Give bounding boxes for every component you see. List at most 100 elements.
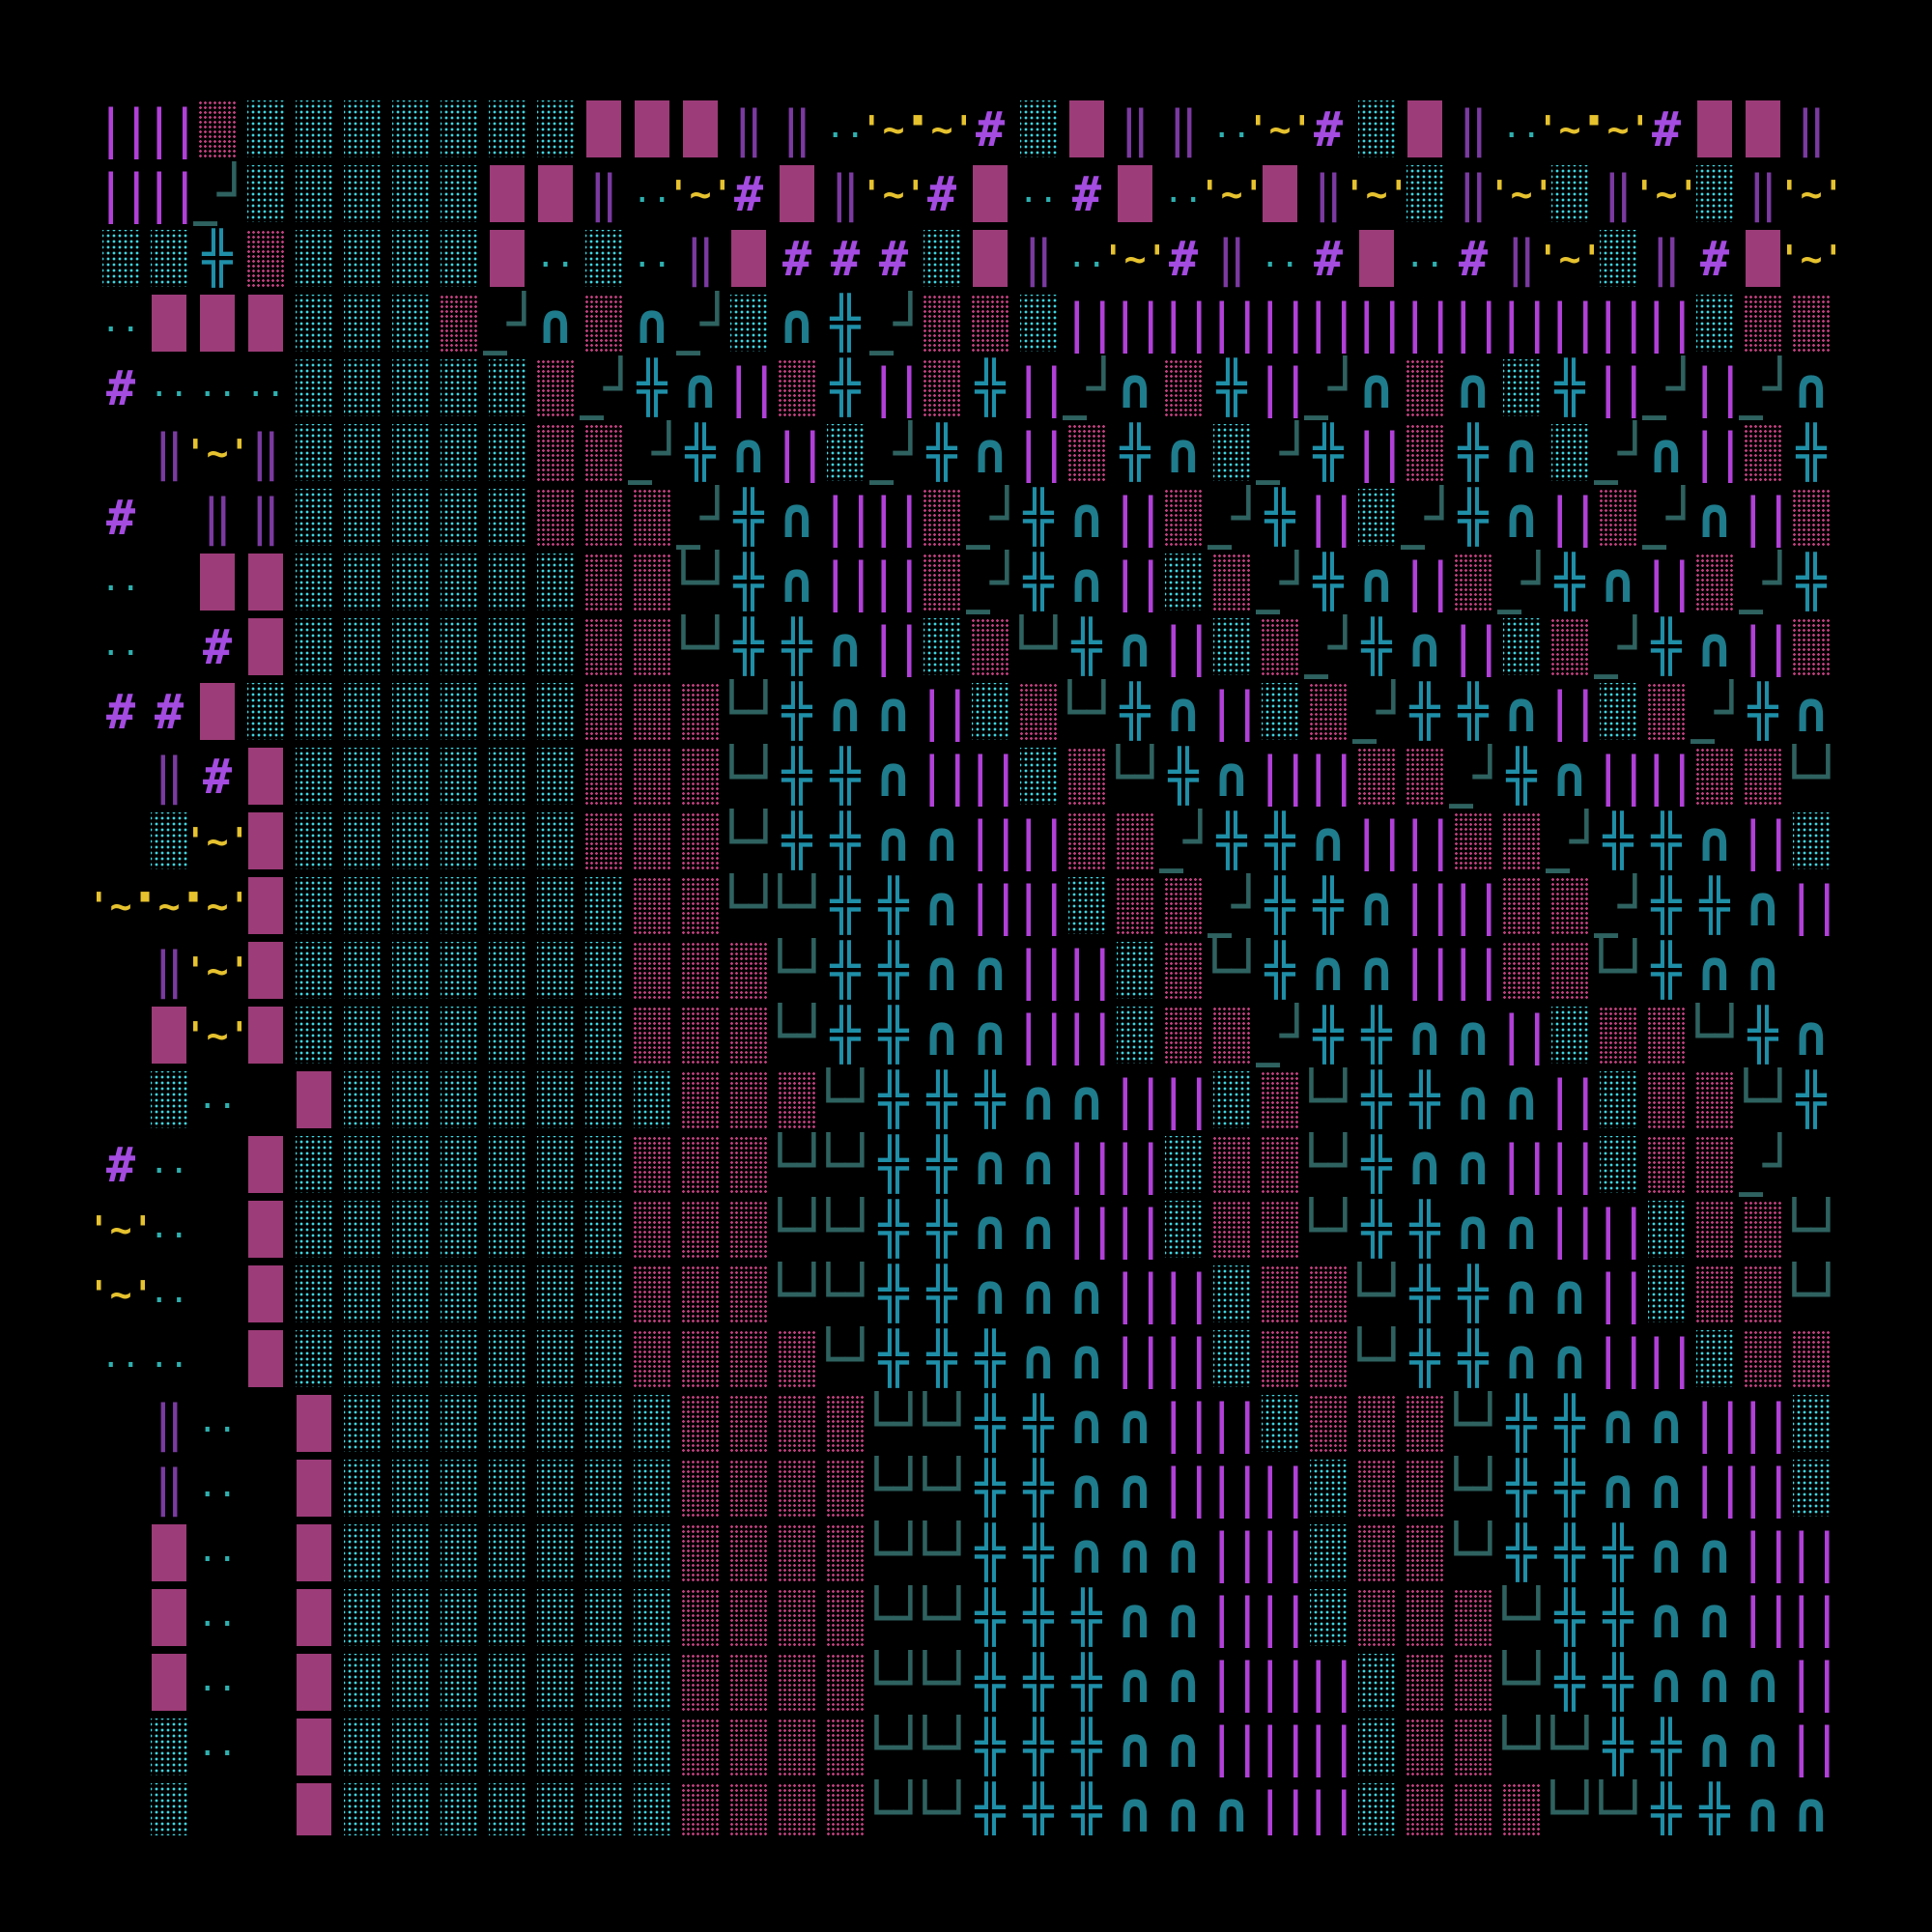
magenta-dot-tile-glyph: [1599, 1007, 1637, 1064]
cyan-dot-tile: [1642, 1197, 1690, 1262]
cyan-dot-tile: [1063, 873, 1111, 938]
magenta-dot-tile: [1063, 744, 1111, 809]
cyan-dot-tile: [531, 1262, 580, 1326]
magenta-dot-tile-glyph: [729, 1589, 768, 1646]
magenta-dot-tile-glyph: [1406, 1654, 1444, 1711]
arch-tile-glyph: ∩: [876, 744, 911, 809]
empty-tile: [242, 1650, 290, 1715]
magenta-dot-tile-glyph: [633, 1136, 671, 1193]
cross-tile: ╬: [966, 1520, 1014, 1585]
cyan-dot-tile: [1642, 1262, 1690, 1326]
arch-tile: ∩: [1401, 1132, 1449, 1197]
cyan-dot-tile: [531, 1326, 580, 1391]
magenta-dot-tile: [676, 1715, 724, 1779]
pipe-tile-glyph: ||: [1690, 1457, 1739, 1519]
cyan-dot-tile: [1352, 97, 1401, 161]
pipe-tile: ||: [869, 485, 918, 550]
magenta-dot-tile: [676, 1585, 724, 1650]
cyan-dot-tile: [338, 1326, 386, 1391]
magenta-dot-tile: [1111, 809, 1159, 873]
game-viewport[interactable]: ||||‖‖..'~''~'#‖‖..'~'#‖..'~''~'#‖||||_┘…: [97, 97, 1835, 1835]
cross-tile-glyph: ╬: [1023, 1718, 1054, 1776]
pipe-tile: ||: [1787, 1650, 1835, 1715]
dots-tile-glyph: ..: [1163, 171, 1204, 211]
pipe-tile: ||: [1014, 1003, 1063, 1067]
cyan-dot-tile: [580, 1650, 628, 1715]
dots-tile: ..: [193, 355, 242, 420]
pipe-tile: ||: [1014, 355, 1063, 420]
magenta-dot-tile: [1304, 1262, 1352, 1326]
magenta-dot-tile-glyph: [1502, 877, 1541, 934]
empty-tile: [97, 420, 145, 485]
magenta-dot-tile: [918, 355, 966, 420]
cross-tile: ╬: [966, 1326, 1014, 1391]
arch-tile-glyph: ∩: [1649, 1520, 1684, 1585]
pipe-tile: ||: [1256, 744, 1304, 809]
magenta-block-tile: [242, 291, 290, 355]
cross-tile: ╬: [628, 355, 676, 420]
cyan-dot-tile: [338, 1715, 386, 1779]
dots-tile: ..: [193, 1391, 242, 1456]
corner-floor-tile: _┘: [1256, 550, 1304, 614]
magenta-dot-tile: [1304, 1391, 1352, 1456]
dots-tile-glyph: ..: [197, 1660, 238, 1699]
arch-tile: ∩: [1063, 1067, 1111, 1132]
arch-tile: ∩: [1352, 550, 1401, 614]
cyan-dot-tile-glyph: [634, 1460, 670, 1517]
hash-tile: #: [145, 679, 193, 744]
magenta-dot-tile: [724, 1650, 773, 1715]
cross-tile-glyph: ╬: [1361, 1135, 1392, 1194]
pipe-tile: ||: [966, 744, 1014, 809]
magenta-block-tile: [242, 1326, 290, 1391]
magenta-block-tile-glyph: [1263, 165, 1297, 222]
cyan-dot-tile: [531, 1650, 580, 1715]
tilde-face-tile: '~': [869, 97, 918, 161]
pipe-tile: ||: [1546, 1067, 1594, 1132]
arch-tile-glyph: ∩: [924, 938, 959, 1003]
pipe-tile: ||: [1401, 550, 1449, 614]
pipe-tile: ||: [1546, 485, 1594, 550]
cyan-dot-tile: [435, 1003, 483, 1067]
tile-map[interactable]: ||||‖‖..'~''~'#‖‖..'~'#‖..'~''~'#‖||||_┘…: [97, 97, 1835, 1835]
cyan-dot-tile-glyph: [1165, 554, 1202, 611]
pipe-tile-glyph: ||: [1594, 1327, 1642, 1389]
pipe-tile: ||: [1497, 1003, 1546, 1067]
magenta-dot-tile: [676, 873, 724, 938]
magenta-dot-tile-glyph: [1502, 1783, 1541, 1835]
magenta-dot-tile: [1642, 1067, 1690, 1132]
cyan-dot-tile-glyph: [537, 1330, 574, 1387]
double-bar-tile: ‖: [145, 744, 193, 809]
cross-tile: ╬: [1063, 1585, 1111, 1650]
double-bar-tile: ‖: [676, 226, 724, 291]
cyan-dot-tile-glyph: [344, 1330, 381, 1387]
u-floor-tile-glyph: └┘: [918, 1391, 966, 1456]
cross-tile-glyph: ╬: [1361, 1200, 1392, 1259]
u-floor-tile: └┘: [869, 1650, 918, 1715]
cyan-dot-tile: [435, 97, 483, 161]
pipe-tile-glyph: ||: [1787, 1521, 1835, 1583]
cyan-dot-tile: [1304, 1456, 1352, 1520]
pipe-tile: ||: [1159, 614, 1208, 679]
magenta-dot-tile-glyph: [1212, 554, 1251, 611]
cyan-dot-tile-glyph: [489, 1265, 526, 1322]
tilde-face-tile-glyph: '~': [1787, 237, 1835, 280]
cyan-dot-tile-glyph: [344, 1265, 381, 1322]
empty-tile: [97, 809, 145, 873]
pipe-tile: ||: [1159, 1326, 1208, 1391]
magenta-dot-tile-glyph: [1647, 683, 1686, 740]
cyan-dot-tile-glyph: [344, 618, 381, 675]
cross-tile-glyph: ╬: [1313, 553, 1344, 611]
tilde-face-tile-glyph: '~': [193, 431, 242, 474]
cross-tile-glyph: ╬: [1506, 1459, 1537, 1518]
cyan-dot-tile-glyph: [489, 942, 526, 999]
magenta-dot-tile: [676, 1003, 724, 1067]
arch-tile: ∩: [966, 938, 1014, 1003]
arch-tile-glyph: ∩: [1504, 1262, 1539, 1326]
cross-tile: ╬: [1690, 873, 1739, 938]
pipe-tile-glyph: ||: [1594, 1198, 1642, 1260]
pipe-tile-glyph: ||: [1063, 939, 1111, 1001]
corner-floor-tile: _┘: [1690, 679, 1739, 744]
pipe-tile-glyph: ||: [1642, 745, 1690, 807]
cross-tile-glyph: ╬: [975, 1782, 1006, 1836]
pipe-tile-glyph: ||: [1352, 421, 1401, 483]
